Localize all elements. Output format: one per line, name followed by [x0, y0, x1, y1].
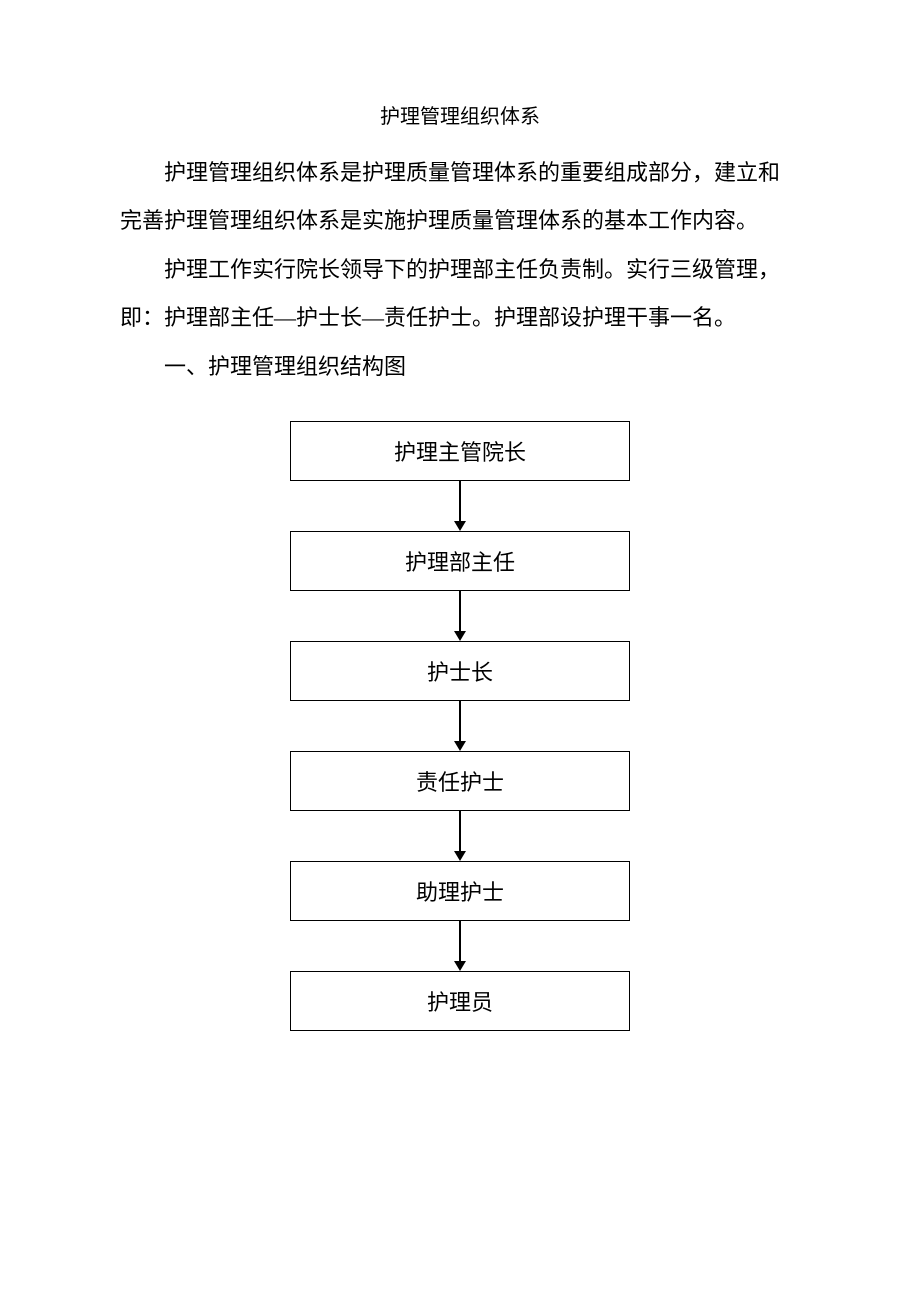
flow-node-label: 护理部主任	[405, 545, 515, 577]
arrow-line-icon	[459, 481, 461, 521]
arrow-head-icon	[454, 741, 466, 751]
arrow-head-icon	[454, 851, 466, 861]
flow-node-label: 责任护士	[416, 765, 504, 797]
flow-node-label: 护理主管院长	[394, 435, 526, 467]
paragraph-2-line-1: 护理工作实行院长领导下的护理部主任负责制。实行三级管理，	[120, 246, 800, 294]
flow-node-label: 护士长	[427, 655, 493, 687]
flow-node-director: 护理主管院长	[290, 421, 630, 481]
arrow-line-icon	[459, 591, 461, 631]
arrow-head-icon	[454, 631, 466, 641]
flow-node-label: 护理员	[427, 985, 493, 1017]
paragraph-2-line-2: 即：护理部主任—护士长—责任护士。护理部设护理干事一名。	[120, 294, 800, 342]
arrow-line-icon	[459, 921, 461, 961]
arrow-head-icon	[454, 961, 466, 971]
flow-node-responsible-nurse: 责任护士	[290, 751, 630, 811]
flow-arrow	[454, 701, 466, 751]
flow-arrow	[454, 921, 466, 971]
flow-arrow	[454, 811, 466, 861]
paragraph-1-line-2: 完善护理管理组织体系是实施护理质量管理体系的基本工作内容。	[120, 197, 800, 245]
flow-node-dept-head: 护理部主任	[290, 531, 630, 591]
flow-node-label: 助理护士	[416, 875, 504, 907]
arrow-line-icon	[459, 811, 461, 851]
paragraph-1-line-1: 护理管理组织体系是护理质量管理体系的重要组成部分，建立和	[120, 149, 800, 197]
flow-arrow	[454, 591, 466, 641]
arrow-line-icon	[459, 701, 461, 741]
flow-node-nursing-aide: 护理员	[290, 971, 630, 1031]
section-heading: 一、护理管理组织结构图	[120, 343, 800, 391]
arrow-head-icon	[454, 521, 466, 531]
document-title: 护理管理组织体系	[120, 100, 800, 129]
body-text-block: 护理管理组织体系是护理质量管理体系的重要组成部分，建立和 完善护理管理组织体系是…	[120, 149, 800, 343]
flow-node-assistant-nurse: 助理护士	[290, 861, 630, 921]
org-flowchart: 护理主管院长 护理部主任 护士长 责任护士 助理护士 护理员	[120, 421, 800, 1031]
flow-node-head-nurse: 护士长	[290, 641, 630, 701]
flow-arrow	[454, 481, 466, 531]
